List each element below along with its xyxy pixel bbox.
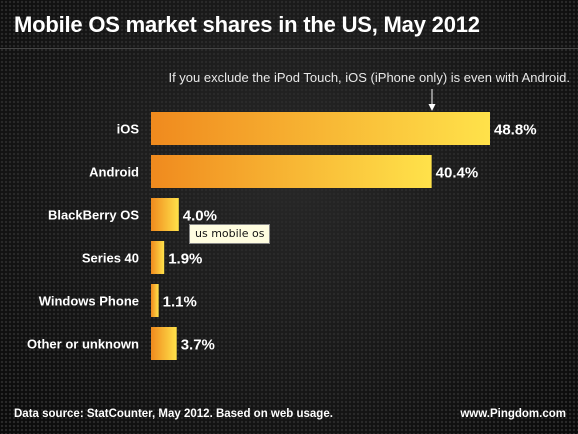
title-divider <box>0 48 578 49</box>
bar-windows-phone <box>151 284 159 317</box>
value-label-series-40: 1.9% <box>168 251 202 268</box>
site-credit[interactable]: www.Pingdom.com <box>460 408 566 420</box>
category-label-series-40: Series 40 <box>82 251 139 266</box>
data-source-note: Data source: StatCounter, May 2012. Base… <box>14 408 333 420</box>
value-label-windows-phone: 1.1% <box>163 294 197 311</box>
annotation-text: If you exclude the iPod Touch, iOS (iPho… <box>168 70 570 85</box>
bar-android <box>151 155 432 188</box>
category-label-blackberry-os: BlackBerry OS <box>48 208 139 223</box>
bar-ios <box>151 112 490 145</box>
bar-blackberry-os <box>151 198 179 231</box>
annotation-arrow <box>428 89 436 111</box>
value-label-android: 40.4% <box>436 165 479 182</box>
tooltip: us mobile os <box>189 224 271 244</box>
category-label-windows-phone: Windows Phone <box>39 294 139 309</box>
value-label-blackberry-os: 4.0% <box>183 208 217 225</box>
category-label-ios: iOS <box>117 122 140 137</box>
bars-layer: iOS 48.8% Android 40.4% BlackBerry OS 4.0% Ser… <box>27 112 537 360</box>
value-label-ios: 48.8% <box>494 122 537 139</box>
bar-other-or-unknown <box>151 327 177 360</box>
value-label-other-or-unknown: 3.7% <box>181 337 215 354</box>
bar-series-40 <box>151 241 165 274</box>
category-label-other-or-unknown: Other or unknown <box>27 337 139 352</box>
chart-title: Mobile OS market shares in the US, May 2… <box>14 12 480 37</box>
category-label-android: Android <box>89 165 139 180</box>
